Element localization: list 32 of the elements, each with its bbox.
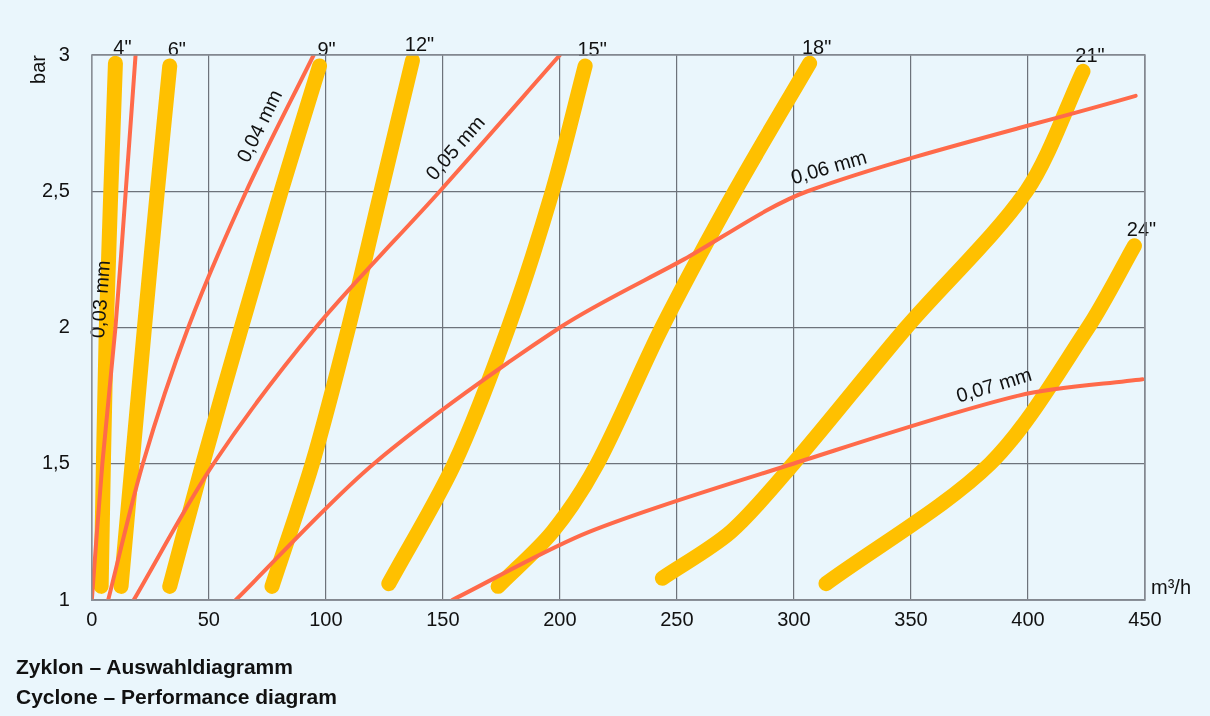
series-label: 12"	[404, 32, 435, 55]
series-label: 6"	[167, 38, 186, 61]
text: Cyclone – Performance diagram	[16, 684, 337, 710]
x-tick-label: 0	[86, 607, 98, 630]
series-label: 24"	[1126, 218, 1157, 241]
y-axis-title: bar	[27, 54, 50, 84]
text: 0,07 mm	[953, 363, 1035, 407]
text: 0,06 mm	[788, 145, 870, 189]
series-label: 4"	[113, 35, 132, 58]
x-tick-label: 400	[1011, 607, 1045, 630]
line-series	[131, 55, 562, 600]
y-tick-label: 3	[58, 42, 70, 65]
series-label: 21"	[1075, 43, 1105, 66]
text: 0,03 mm	[86, 259, 114, 339]
text: 0,04 mm	[232, 86, 287, 166]
text: Zyklon – Auswahldiagramm	[16, 654, 294, 680]
x-tick-label: 50	[197, 607, 220, 630]
y-tick-label: 2,5	[41, 178, 70, 201]
x-tick-label: 200	[543, 607, 577, 630]
series-label: 15"	[577, 38, 607, 61]
y-tick-label: 1,5	[41, 451, 70, 474]
x-tick-label: 250	[660, 607, 694, 630]
series-label: 18"	[801, 35, 832, 58]
series-label: 9"	[317, 38, 336, 61]
x-axis-title: m³/h	[1151, 575, 1191, 598]
x-tick-label: 100	[309, 607, 343, 630]
y-tick-label: 1	[58, 587, 70, 610]
x-tick-label: 450	[1128, 607, 1162, 630]
y-tick-label: 2	[58, 315, 70, 338]
x-tick-label: 300	[777, 607, 811, 630]
x-tick-label: 150	[426, 607, 460, 630]
x-tick-label: 350	[894, 607, 928, 630]
